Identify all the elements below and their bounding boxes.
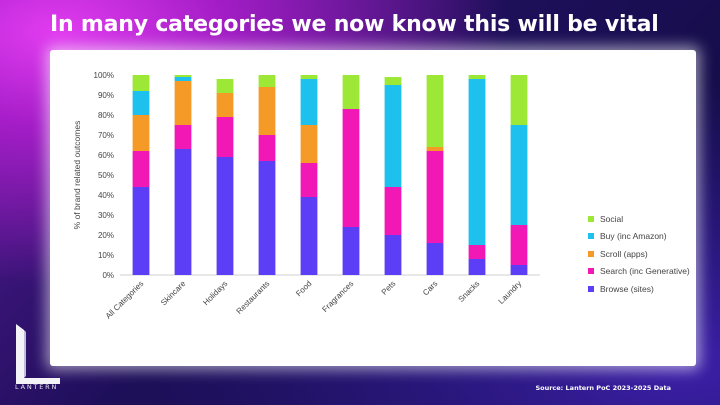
legend-swatch <box>588 285 594 292</box>
x-tick-label: Restaurants <box>235 279 272 316</box>
bar-segment-buy <box>132 91 150 115</box>
bar-segment-search <box>132 151 150 187</box>
chart-panel: 0% 10% 20% 30% 40% 50% 60% 70% 80% 90% 100% % of br… <box>50 50 696 366</box>
x-tick-label: Laundry <box>497 279 524 306</box>
legend-item-buy: Buy (inc Amazon) <box>588 228 690 246</box>
bar-segment-social <box>426 75 444 147</box>
legend-swatch <box>588 250 594 257</box>
bar-segment-scroll <box>132 115 150 151</box>
bar-segment-browse <box>510 265 528 275</box>
x-tick-label: Cars <box>421 279 439 297</box>
bar-segment-search <box>300 163 318 197</box>
legend-swatch <box>588 215 594 222</box>
y-tick-label: 70% <box>98 131 114 140</box>
legend-item-scroll: Scroll (apps) <box>588 245 690 263</box>
bar-segment-browse <box>174 149 192 275</box>
y-tick-label: 10% <box>98 251 114 260</box>
y-tick-label: 30% <box>98 211 114 220</box>
bar-segment-search <box>258 135 276 161</box>
legend-label: Social <box>600 213 624 224</box>
bar-segment-scroll <box>300 125 318 163</box>
logo-text: LANTERN <box>15 383 59 391</box>
y-tick-label: 80% <box>98 111 114 120</box>
bar-segment-scroll <box>426 147 444 151</box>
bar-segment-search <box>174 125 192 149</box>
bar-segment-browse <box>300 197 318 275</box>
bar-segment-social <box>300 75 318 79</box>
bar-segment-buy <box>174 77 192 81</box>
bar-segment-browse <box>468 259 486 275</box>
bar-segment-social <box>216 79 234 93</box>
legend-label: Buy (inc Amazon) <box>600 231 667 242</box>
legend-item-social: Social <box>588 210 690 228</box>
bar-segment-social <box>174 75 192 77</box>
legend-label: Browse (sites) <box>600 283 654 294</box>
bar-segment-browse <box>342 227 360 275</box>
bar-segment-browse <box>384 235 402 275</box>
legend-item-browse: Browse (sites) <box>588 280 690 298</box>
x-tick-label: Holidays <box>201 279 229 307</box>
bar-segment-buy <box>468 79 486 245</box>
slide-title: In many categories we now know this will… <box>50 12 659 37</box>
stacked-bar-chart: 0% 10% 20% 30% 40% 50% 60% 70% 80% 90% 100% % of br… <box>72 71 540 321</box>
chart-legend: Social Buy (inc Amazon) Scroll (apps) Searc… <box>588 210 690 298</box>
y-tick-label: 90% <box>98 91 114 100</box>
bar-segment-social <box>510 75 528 125</box>
y-tick-label: 50% <box>98 171 114 180</box>
legend-label: Search (inc Generative) <box>600 266 690 277</box>
bar-segment-search <box>342 109 360 227</box>
x-tick-label: All Categories <box>104 279 146 321</box>
bar-segment-search <box>426 151 444 243</box>
bar-segment-browse <box>132 187 150 275</box>
x-tick-label: Food <box>294 279 313 298</box>
y-tick-label: 20% <box>98 231 114 240</box>
bar-segment-browse <box>216 157 234 275</box>
bar-segment-scroll <box>258 87 276 135</box>
y-tick-label: 0% <box>102 271 114 280</box>
legend-swatch <box>588 233 594 240</box>
lantern-logo-icon <box>16 324 60 384</box>
bar-segment-search <box>468 245 486 259</box>
bar-segment-social <box>258 75 276 87</box>
x-tick-label: Snacks <box>456 279 481 304</box>
source-note: Source: Lantern PoC 2023-2025 Data <box>535 384 671 392</box>
y-tick-label: 100% <box>94 71 114 80</box>
x-tick-label: Fragrances <box>320 279 355 314</box>
bar-segment-scroll <box>174 81 192 125</box>
y-axis-title: % of brand related outcomes <box>72 121 82 230</box>
legend-swatch <box>588 268 594 275</box>
y-tick-label: 60% <box>98 151 114 160</box>
bar-segment-search <box>216 117 234 157</box>
x-tick-label: Pets <box>380 279 398 297</box>
bar-segment-social <box>384 77 402 85</box>
bar-segment-buy <box>510 125 528 225</box>
bar-segment-search <box>384 187 402 235</box>
bar-segment-social <box>342 75 360 109</box>
bar-segment-browse <box>258 161 276 275</box>
bar-segment-buy <box>384 85 402 187</box>
bar-segment-scroll <box>216 93 234 117</box>
legend-label: Scroll (apps) <box>600 248 648 259</box>
y-tick-label: 40% <box>98 191 114 200</box>
bar-segment-browse <box>426 243 444 275</box>
bar-segment-social <box>132 75 150 91</box>
bar-segment-social <box>468 75 486 79</box>
bar-segment-buy <box>300 79 318 125</box>
bar-segment-search <box>510 225 528 265</box>
x-tick-label: Skincare <box>159 279 188 308</box>
legend-item-search: Search (inc Generative) <box>588 263 690 281</box>
